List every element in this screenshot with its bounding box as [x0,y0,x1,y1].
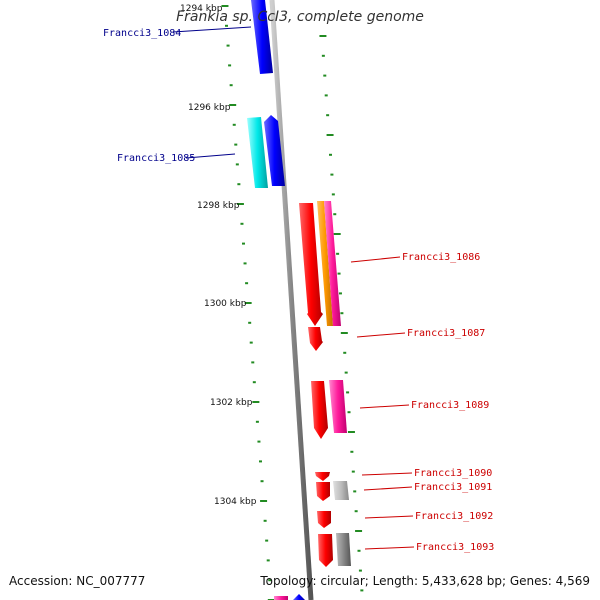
bottom-magenta-gene [274,596,288,600]
gene-1084-arrow [251,0,273,74]
gene-label-1092[interactable]: Francci3_1092 [415,511,493,522]
gene-label-1087[interactable]: Francci3_1087 [407,328,485,339]
genome-backbone [269,0,314,600]
leader-1084 [172,26,252,33]
gene-label-1085[interactable]: Francci3_1085 [117,153,195,164]
gene-1089-arrow [311,381,328,439]
leader-1086 [350,256,401,263]
gene-1086-magenta-arrow [324,201,341,326]
leader-1090 [361,472,413,476]
topology-text: Topology: circular; Length: 5,433,628 bp… [260,574,590,588]
gene-1091-gray-arrow [333,481,349,500]
gene-1085b-arrow [264,115,285,186]
gene-1085-arrow [247,117,268,188]
gene-1086-arrow [299,203,323,326]
kbp-label-1302: 1302 kbp [210,398,253,408]
gene-1091-arrow [316,482,330,501]
scale-ticks [221,5,364,600]
gene-1086-orange-arrow [317,201,333,326]
leader-1091 [363,486,413,491]
gene-1089-magenta-arrow [329,380,347,433]
accession-text: Accession: NC_007777 [9,574,146,588]
kbp-label-1300: 1300 kbp [204,299,247,309]
gene-1087-arrow [308,327,323,351]
leader-1092 [364,515,414,519]
leader-1093 [364,546,415,550]
gene-label-1084[interactable]: Francci3_1084 [103,28,181,39]
gene-label-1089[interactable]: Francci3_1089 [411,400,489,411]
leader-1085 [185,153,236,159]
gene-1093-gray-arrow [336,533,351,566]
kbp-label-1298: 1298 kbp [197,201,240,211]
gene-1092-arrow [317,511,331,528]
gene-label-1086[interactable]: Francci3_1086 [402,252,480,263]
kbp-label-1296: 1296 kbp [188,103,231,113]
gene-label-1090[interactable]: Francci3_1090 [414,468,492,479]
leader-1087 [356,332,406,338]
gene-label-1091[interactable]: Francci3_1091 [414,482,492,493]
genome-title: Frankia sp. CcI3, complete genome [176,9,424,25]
kbp-label-1294: 1294 kbp [180,4,223,14]
gene-1093-arrow [318,534,333,567]
gene-1090-arrow [315,472,330,481]
bottom-blue-gene [293,594,305,600]
leader-1089 [359,404,410,409]
gene-label-1093[interactable]: Francci3_1093 [416,542,494,553]
kbp-label-1304: 1304 kbp [214,497,257,507]
